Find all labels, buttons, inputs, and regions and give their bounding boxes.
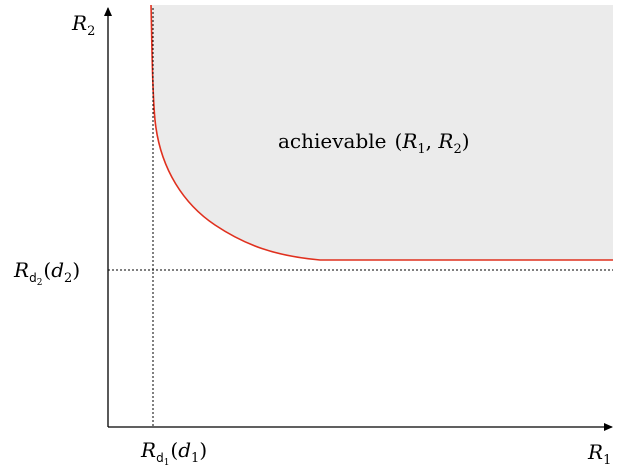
x-threshold-label: Rd1(d1) — [140, 438, 207, 466]
achievable-region — [151, 5, 613, 260]
region-label: achievable (R1, R2) — [278, 129, 470, 157]
y-threshold-label: Rd2(d2) — [13, 258, 80, 288]
x-axis-label: R1 — [587, 440, 611, 466]
region-boundary-curve — [150, 4, 613, 261]
y-axis-label: R2 — [71, 11, 95, 39]
